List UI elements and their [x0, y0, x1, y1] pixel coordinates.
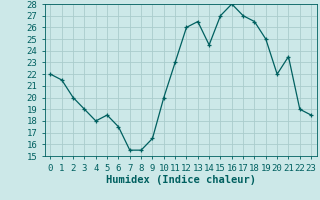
X-axis label: Humidex (Indice chaleur): Humidex (Indice chaleur) [106, 175, 256, 185]
